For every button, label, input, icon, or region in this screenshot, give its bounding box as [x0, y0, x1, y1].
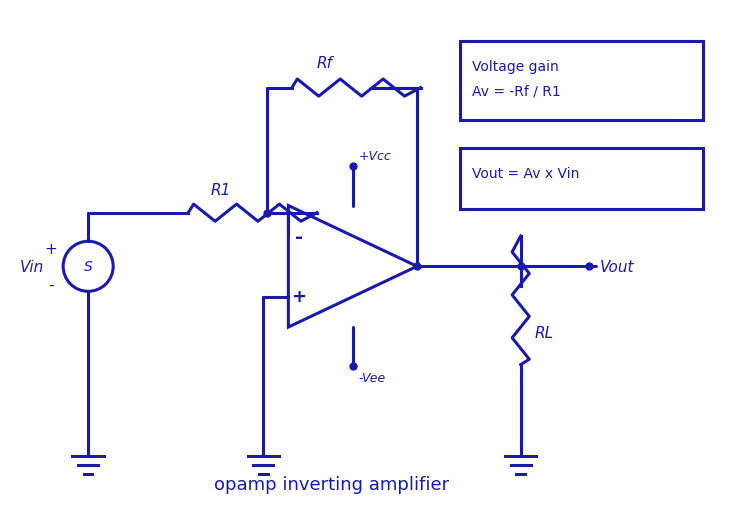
- Text: RL: RL: [535, 325, 554, 340]
- Text: -: -: [295, 227, 303, 246]
- Text: Vout = Av x Vin: Vout = Av x Vin: [472, 167, 579, 181]
- Text: Vin: Vin: [21, 259, 45, 274]
- Text: R1: R1: [210, 183, 230, 197]
- Text: +: +: [45, 241, 57, 257]
- Text: -Vee: -Vee: [358, 371, 385, 384]
- Text: -: -: [48, 277, 54, 292]
- Text: +Vcc: +Vcc: [358, 149, 391, 163]
- Text: opamp inverting amplifier: opamp inverting amplifier: [214, 475, 448, 493]
- Text: Rf: Rf: [316, 56, 332, 71]
- Text: S: S: [84, 260, 92, 274]
- Text: Av = -Rf / R1: Av = -Rf / R1: [472, 85, 561, 99]
- FancyBboxPatch shape: [460, 42, 703, 121]
- FancyBboxPatch shape: [460, 149, 703, 210]
- Text: Vout: Vout: [600, 259, 634, 274]
- Text: +: +: [291, 288, 307, 306]
- Text: Voltage gain: Voltage gain: [472, 60, 559, 74]
